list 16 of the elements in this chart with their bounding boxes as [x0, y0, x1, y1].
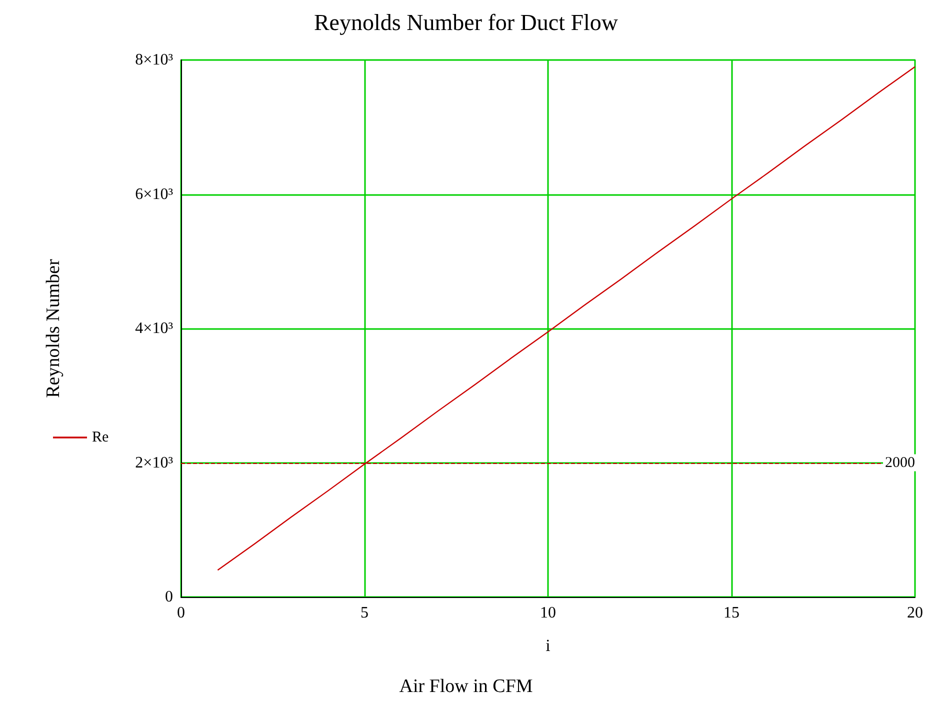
legend-label: Re: [92, 430, 110, 446]
y-tick-label: 6×10³: [135, 186, 174, 203]
ref-line-label: 2000: [885, 454, 915, 471]
x-tick-label: 20: [907, 604, 923, 622]
x-tick-label: 0: [177, 604, 185, 622]
y-tick-label: 8×10³: [135, 52, 174, 68]
y-tick-label: 4×10³: [135, 320, 174, 337]
y-tick-label: 2×10³: [135, 454, 174, 472]
x-tick-label: 15: [724, 604, 740, 622]
y-tick-label: 0: [165, 588, 173, 606]
x-tick-label: 10: [540, 604, 556, 622]
x-tick-label: 5: [360, 604, 368, 622]
text: Air Flow in CFM: [398, 676, 534, 698]
y-axis-title: Reynolds Number: [43, 258, 64, 398]
chart-title: Reynolds Number for Duct Flow: [314, 10, 618, 35]
x-axis-title: i: [546, 636, 551, 655]
